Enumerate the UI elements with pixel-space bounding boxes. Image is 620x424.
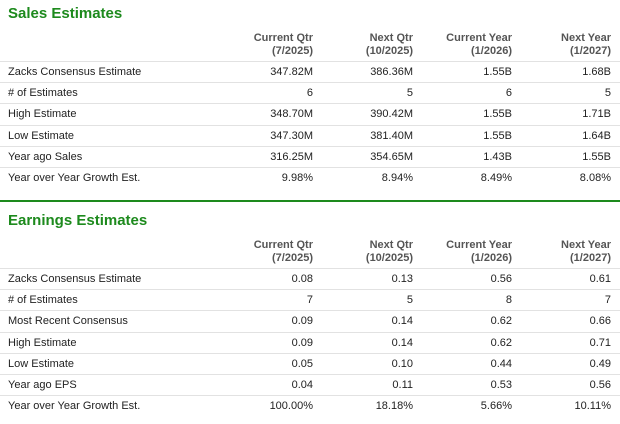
row-label: Low Estimate: [8, 357, 75, 370]
table-row: Low Estimate 347.30M 381.40M 1.55B 1.64B: [0, 124, 620, 147]
cell-value: 0.66: [589, 315, 611, 328]
cell-value: 8.08%: [579, 172, 611, 184]
cell-value: 381.40M: [370, 129, 413, 142]
column-period: (10/2025): [365, 252, 413, 264]
column-period: (7/2025): [272, 45, 313, 57]
column-header: Current Qtr: [253, 239, 313, 251]
cell-value: 386.36M: [370, 66, 413, 78]
cell-value: 1.55B: [483, 129, 512, 142]
row-label: Zacks Consensus Estimate: [8, 273, 142, 285]
cell-value: 7: [306, 294, 313, 307]
cell-value: 1.71B: [582, 108, 611, 121]
cell-value: 7: [604, 294, 611, 307]
row-label: High Estimate: [8, 108, 77, 121]
cell-value: 0.09: [291, 336, 313, 349]
table-row: High Estimate 0.09 0.14 0.62 0.71: [0, 331, 620, 354]
cell-value: 0.61: [589, 273, 611, 285]
cell-value: 348.70M: [270, 108, 313, 121]
row-label: # of Estimates: [8, 294, 78, 307]
row-label: Year ago Sales: [8, 150, 83, 163]
cell-value: 8.49%: [480, 172, 512, 184]
table-row: Year ago Sales 316.25M 354.65M 1.43B 1.55B: [0, 145, 620, 168]
table-row: # of Estimates 7 5 8 7: [0, 289, 620, 311]
cell-value: 0.13: [391, 273, 413, 285]
column-period: (1/2026): [471, 252, 512, 264]
cell-value: 0.04: [291, 379, 313, 391]
section-divider: [0, 200, 620, 202]
column-period: (1/2027): [570, 252, 611, 264]
cell-value: 5: [406, 87, 413, 100]
row-label: Year over Year Growth Est.: [8, 172, 141, 184]
cell-value: 1.43B: [483, 150, 512, 163]
table-row: Year over Year Growth Est. 9.98% 8.94% 8.49…: [0, 167, 620, 189]
cell-value: 9.98%: [281, 172, 313, 184]
row-label: Year over Year Growth Est.: [8, 400, 141, 413]
row-label: Most Recent Consensus: [8, 315, 128, 328]
cell-value: 1.55B: [582, 150, 611, 163]
column-header: Current Qtr: [253, 32, 313, 44]
row-label: Zacks Consensus Estimate: [8, 66, 142, 78]
table-row: High Estimate 348.70M 390.42M 1.55B 1.71B: [0, 103, 620, 125]
column-header: Next Year: [561, 32, 611, 44]
row-label: # of Estimates: [8, 87, 78, 100]
cell-value: 18.18%: [375, 400, 413, 413]
table-row: Most Recent Consensus 0.09 0.14 0.62 0.66: [0, 310, 620, 332]
cell-value: 8: [505, 294, 512, 307]
cell-value: 6: [505, 87, 512, 100]
column-period: (10/2025): [365, 45, 413, 57]
cell-value: 5: [406, 294, 413, 307]
table-row: Zacks Consensus Estimate 0.08 0.13 0.56 0.61: [0, 268, 620, 290]
column-period: (1/2027): [570, 45, 611, 57]
row-label: Year ago EPS: [8, 379, 77, 391]
cell-value: 100.00%: [269, 400, 313, 413]
column-header: Next Year: [561, 239, 611, 251]
cell-value: 347.30M: [270, 129, 313, 142]
row-label: High Estimate: [8, 336, 77, 349]
table-row: Zacks Consensus Estimate 347.82M 386.36M 1.…: [0, 61, 620, 83]
cell-value: 1.64B: [582, 129, 611, 142]
section-title: Earnings Estimates: [8, 212, 148, 229]
column-period: (7/2025): [272, 252, 313, 264]
cell-value: 10.11%: [574, 400, 612, 413]
cell-value: 347.82M: [270, 66, 313, 78]
cell-value: 0.14: [391, 336, 413, 349]
cell-value: 316.25M: [270, 150, 313, 163]
cell-value: 6: [306, 87, 313, 100]
cell-value: 390.42M: [370, 108, 413, 121]
cell-value: 1.55B: [483, 108, 512, 121]
cell-value: 0.53: [490, 379, 512, 391]
cell-value: 0.56: [589, 379, 611, 391]
cell-value: 0.10: [391, 357, 413, 370]
column-header: Next Qtr: [369, 239, 413, 251]
cell-value: 0.62: [490, 315, 512, 328]
cell-value: 1.55B: [483, 66, 512, 78]
cell-value: 0.62: [490, 336, 512, 349]
table-row: # of Estimates 6 5 6 5: [0, 82, 620, 104]
cell-value: 0.14: [391, 315, 413, 328]
cell-value: 0.11: [392, 379, 413, 391]
column-header: Current Year: [446, 239, 512, 251]
cell-value: 0.09: [291, 315, 313, 328]
cell-value: 0.56: [490, 273, 512, 285]
cell-value: 0.05: [291, 357, 313, 370]
section-title: Sales Estimates: [8, 5, 123, 22]
table-row: Year over Year Growth Est. 100.00% 18.18% 5…: [0, 395, 620, 417]
table-row: Year ago EPS 0.04 0.11 0.53 0.56: [0, 374, 620, 396]
cell-value: 354.65M: [370, 150, 413, 163]
column-period: (1/2026): [471, 45, 512, 57]
cell-value: 1.68B: [582, 66, 611, 78]
row-label: Low Estimate: [8, 129, 75, 142]
cell-value: 8.94%: [381, 172, 413, 184]
cell-value: 0.49: [589, 357, 611, 370]
cell-value: 0.44: [490, 357, 512, 370]
cell-value: 5.66%: [480, 400, 512, 413]
cell-value: 0.71: [589, 336, 611, 349]
cell-value: 0.08: [291, 273, 313, 285]
table-row: Low Estimate 0.05 0.10 0.44 0.49: [0, 352, 620, 375]
column-header: Next Qtr: [369, 32, 413, 44]
column-header: Current Year: [446, 32, 512, 44]
cell-value: 5: [604, 87, 611, 100]
